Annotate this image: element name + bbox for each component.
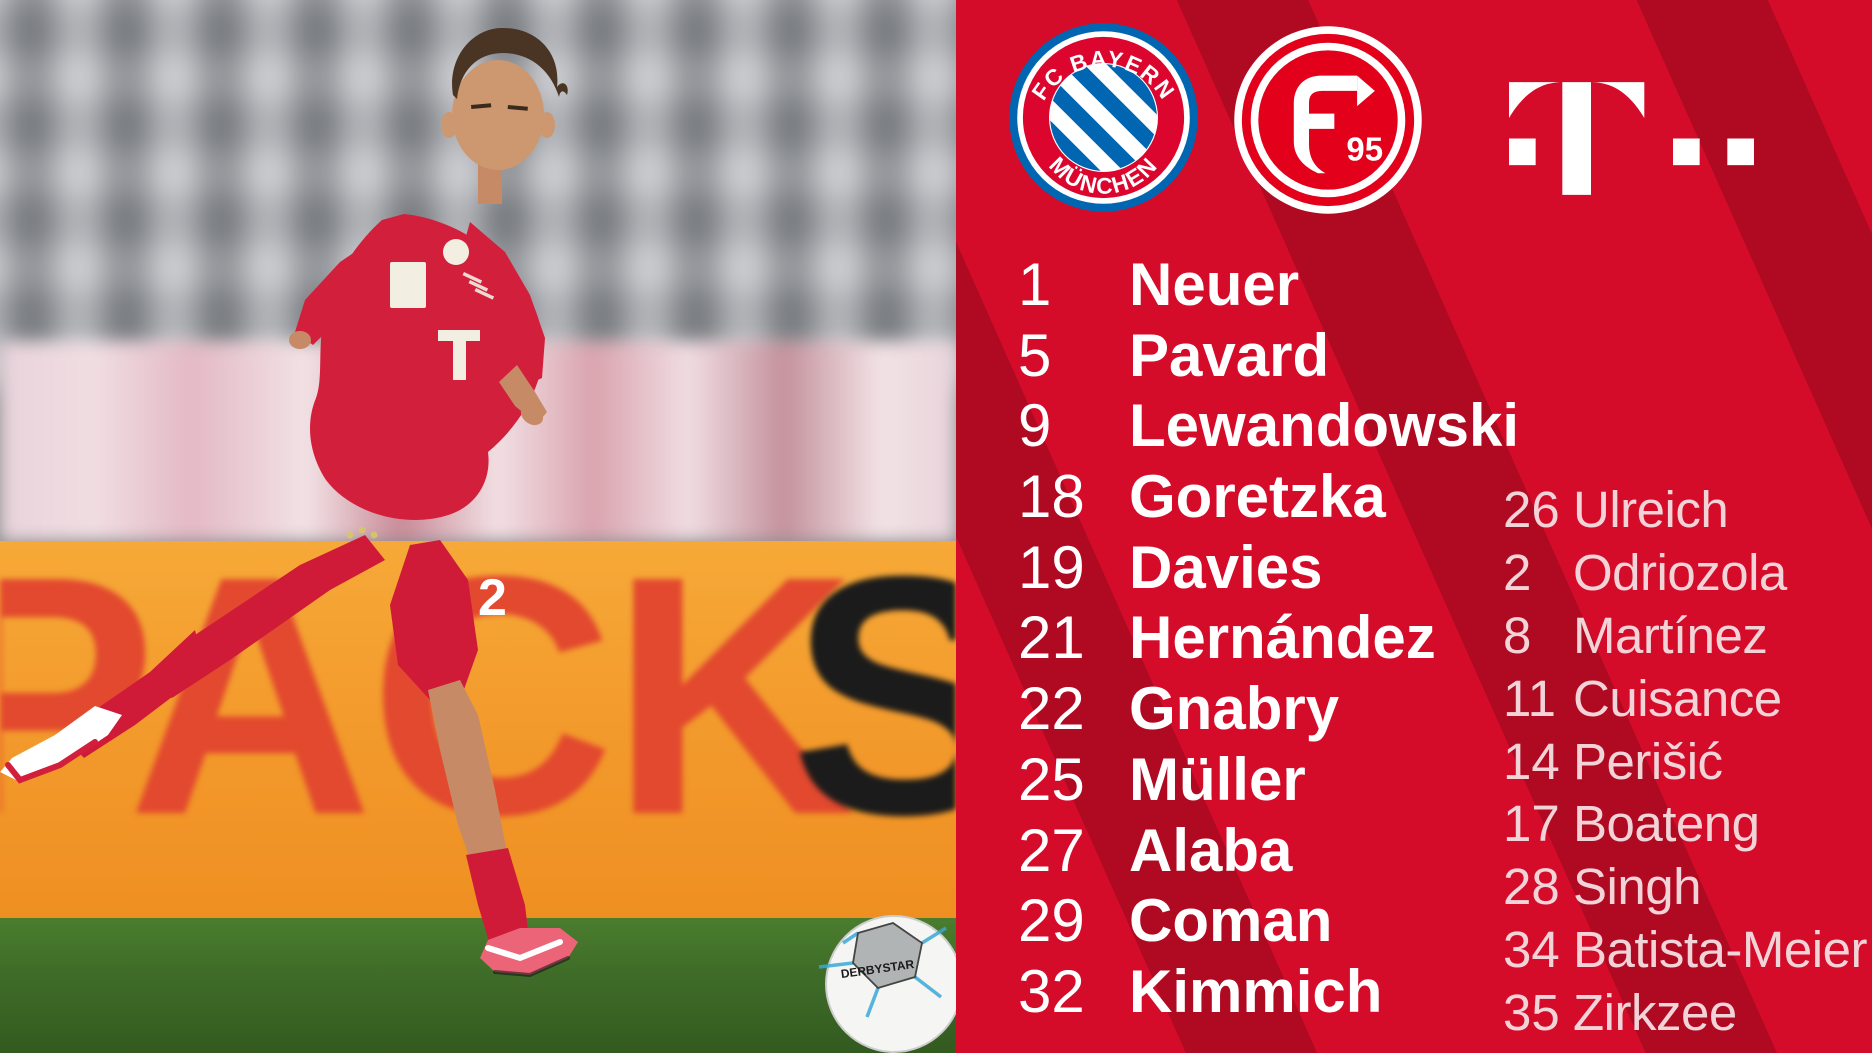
svg-text:2: 2 [478, 569, 507, 627]
svg-text:95: 95 [1346, 131, 1383, 168]
